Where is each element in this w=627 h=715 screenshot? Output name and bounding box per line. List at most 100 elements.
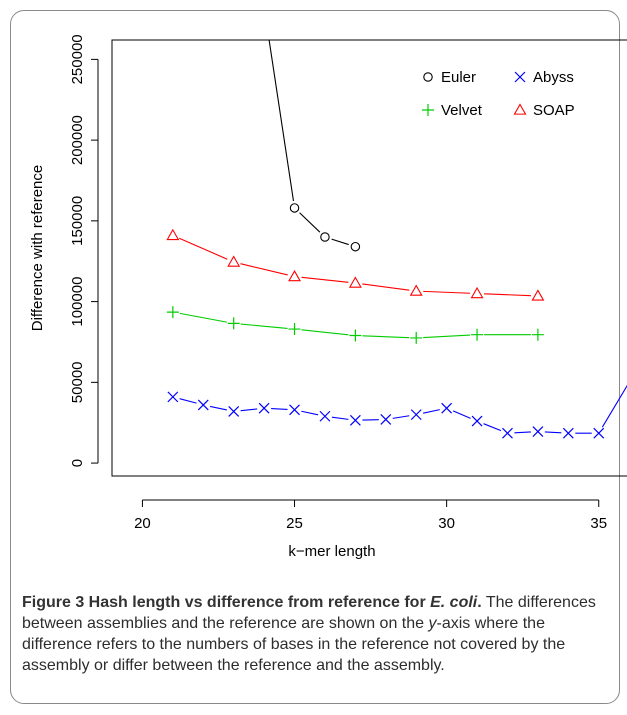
data-point-euler (350, 241, 361, 252)
y-axis-label: Difference with reference (29, 165, 46, 331)
y-tick-label: 250000 (69, 34, 86, 84)
y-tick-label: 150000 (69, 196, 86, 246)
series-euler (268, 40, 361, 252)
legend-label-soap: SOAP (533, 102, 575, 119)
data-point-abyss (562, 427, 574, 439)
series-line-abyss (301, 410, 319, 416)
data-point-abyss (532, 426, 544, 438)
legend-label-velvet: Velvet (441, 102, 483, 119)
data-point-soap (227, 255, 241, 267)
data-point-abyss (197, 399, 209, 411)
data-point-soap (166, 228, 180, 241)
series-line-abyss (392, 415, 410, 419)
series-line-abyss (601, 384, 627, 428)
data-point-velvet (288, 323, 301, 336)
series-line-velvet (362, 335, 410, 339)
legend-label-euler: Euler (441, 69, 476, 86)
plot-box (111, 39, 627, 477)
data-point-euler (289, 203, 300, 213)
series-line-velvet (301, 329, 349, 336)
legend-item-velvet: Velvet (422, 102, 483, 119)
series-line-abyss (209, 405, 227, 411)
data-point-abyss (167, 391, 179, 403)
series-line-velvet (179, 312, 227, 323)
caption-body-2: -axis where the difference refers to the… (22, 615, 566, 674)
series-line-soap (484, 293, 531, 297)
x-tick-label: 25 (286, 515, 303, 532)
legend-marker-soap (513, 103, 527, 115)
caption-title-species: E. coli (430, 594, 478, 611)
x-tick-label: 35 (590, 515, 607, 532)
series-line-abyss (452, 410, 471, 419)
series-line-euler (299, 212, 321, 233)
series-line-abyss (179, 398, 197, 404)
data-point-abyss (349, 414, 361, 426)
data-point-soap (348, 276, 362, 288)
data-point-abyss (441, 402, 453, 414)
series-line-velvet (240, 323, 288, 329)
legend-marker-velvet (422, 104, 434, 116)
series-line-velvet (423, 334, 471, 339)
data-point-velvet (227, 317, 240, 330)
series-line-abyss (271, 407, 288, 410)
data-point-abyss (380, 414, 392, 425)
chart-legend: Euler Abyss Velvet SOAP (422, 69, 575, 119)
data-point-soap (531, 289, 545, 301)
legend-marker-euler (423, 72, 433, 82)
y-tick-label: 100000 (69, 277, 86, 327)
x-axis-label: k−mer length (288, 543, 375, 560)
legend-label-abyss: Abyss (533, 69, 574, 86)
series-line-soap (179, 237, 228, 260)
figure-caption: Figure 3 Hash length vs difference from … (22, 592, 618, 676)
data-point-abyss (258, 402, 270, 414)
caption-title-suffix: . (477, 594, 482, 611)
series-line-euler (268, 40, 295, 202)
chart-series (166, 40, 627, 439)
data-point-soap (288, 269, 301, 282)
data-point-velvet (166, 306, 179, 319)
data-point-euler (320, 232, 330, 242)
x-tick-label: 20 (134, 515, 151, 532)
series-line-soap (362, 283, 410, 291)
caption-body-axis: y (428, 615, 437, 632)
caption-title-prefix: Figure 3 Hash length vs difference from … (22, 594, 431, 611)
series-line-soap (423, 290, 471, 294)
legend-item-abyss: Abyss (514, 69, 574, 86)
series-line-abyss (483, 423, 502, 432)
data-point-abyss (319, 410, 331, 422)
data-point-abyss (502, 427, 513, 439)
legend-item-euler: Euler (423, 69, 476, 86)
legend-item-soap: SOAP (513, 102, 575, 119)
data-point-abyss (228, 405, 240, 417)
series-line-abyss (514, 431, 531, 434)
y-tick-label: 200000 (69, 115, 86, 165)
data-point-velvet (410, 331, 423, 344)
series-line-abyss (422, 409, 440, 414)
caption-title: Figure 3 Hash length vs difference from … (22, 594, 482, 611)
series-line-abyss (544, 431, 562, 434)
series-line-soap (240, 263, 288, 276)
data-point-soap (409, 284, 423, 296)
series-line-soap (301, 276, 349, 283)
series-velvet (166, 306, 544, 344)
series-line-abyss (331, 416, 349, 420)
series-line-abyss (240, 408, 258, 412)
chart-axes: 20 25 30 35 0 50000 100000 150000 200000 250000 (69, 34, 627, 532)
data-point-soap (470, 286, 484, 299)
series-line-euler (331, 238, 349, 246)
data-point-velvet (471, 328, 484, 341)
series-abyss (167, 384, 627, 439)
series-soap (166, 228, 545, 301)
data-point-abyss (471, 415, 483, 427)
line-chart: 20 25 30 35 0 50000 100000 150000 200000 250000 E… (29, 34, 627, 560)
data-point-abyss (593, 427, 605, 439)
data-point-abyss (289, 404, 300, 416)
y-tick-label: 0 (69, 459, 86, 467)
legend-marker-abyss (514, 71, 526, 83)
data-point-abyss (410, 409, 422, 421)
y-tick-label: 50000 (69, 361, 86, 403)
x-tick-label: 30 (438, 515, 455, 532)
caption-body-1: The differences between assemblies and t… (22, 594, 596, 632)
data-point-velvet (531, 328, 544, 341)
data-point-velvet (349, 329, 362, 342)
